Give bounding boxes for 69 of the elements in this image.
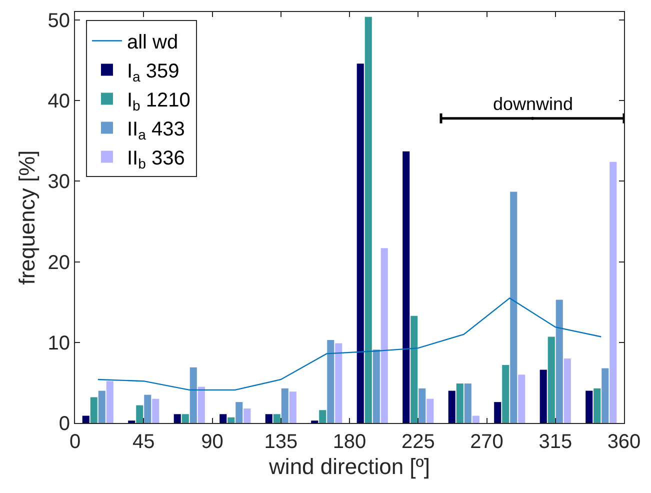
legend-label: I$_{a}$ 359 xyxy=(126,60,180,85)
bar xyxy=(540,370,547,423)
bar xyxy=(106,381,114,423)
bar xyxy=(610,162,617,423)
x-tick-label: 180 xyxy=(332,431,366,453)
bar xyxy=(98,390,106,423)
bar xyxy=(281,388,288,423)
y-tick-label: 40 xyxy=(48,90,70,113)
bar xyxy=(410,316,418,423)
bar xyxy=(90,397,98,423)
x-tick-label: 315 xyxy=(538,431,572,453)
y-tick-label: 0 xyxy=(58,413,70,435)
bar xyxy=(136,405,144,423)
bar xyxy=(273,414,280,423)
bar xyxy=(244,408,251,423)
annotation: downwind xyxy=(493,94,574,114)
bar xyxy=(82,416,90,423)
bar xyxy=(594,388,601,423)
bar xyxy=(319,410,326,423)
x-tick-label: 360 xyxy=(607,431,641,453)
bar xyxy=(228,417,235,423)
bar xyxy=(548,336,555,423)
x-tick-label: 45 xyxy=(132,431,155,453)
x-tick-label: 270 xyxy=(470,431,504,453)
bar xyxy=(494,402,502,423)
bar xyxy=(356,64,364,423)
bar xyxy=(289,392,296,423)
line-series xyxy=(97,297,602,391)
bar xyxy=(602,368,609,423)
bar xyxy=(198,386,205,423)
bar xyxy=(265,414,272,423)
bar xyxy=(464,384,472,423)
bar xyxy=(364,16,372,423)
x-tick-label: 135 xyxy=(264,431,298,453)
bar xyxy=(456,384,464,423)
bar xyxy=(402,151,410,423)
legend-label: II$_{a}$ 433 xyxy=(126,118,185,143)
bar xyxy=(448,390,456,423)
legend-label: all wd xyxy=(126,32,178,54)
bar xyxy=(518,374,526,423)
bar xyxy=(144,394,152,423)
y-tick-label: 30 xyxy=(48,171,70,194)
bar xyxy=(472,416,480,423)
bar xyxy=(556,300,563,423)
legend-label: II$_{b}$ 336 xyxy=(126,148,185,172)
x-tick-label: 225 xyxy=(401,431,435,453)
bar xyxy=(236,402,243,423)
bar xyxy=(564,358,571,423)
bar xyxy=(220,414,227,423)
y-tick-label: 20 xyxy=(48,252,70,274)
y-tick-label: 10 xyxy=(48,332,70,354)
y-tick-label: 50 xyxy=(48,10,70,32)
x-tick-label: 90 xyxy=(201,431,224,453)
bar xyxy=(502,364,510,423)
bar xyxy=(174,414,181,423)
bar xyxy=(372,350,380,423)
bar xyxy=(327,340,334,423)
bar xyxy=(586,390,593,423)
bar xyxy=(190,367,197,423)
x-axis-title: wind direction [º] xyxy=(268,454,430,479)
bar xyxy=(510,192,518,423)
bar xyxy=(335,343,342,423)
bar xyxy=(426,398,434,423)
legend-label: I$_{b}$ 1210 xyxy=(126,90,190,114)
bar xyxy=(182,414,189,423)
bar xyxy=(380,248,388,423)
y-axis-title: frequency [%] xyxy=(14,150,40,285)
bar xyxy=(418,388,426,423)
bar xyxy=(152,398,160,423)
